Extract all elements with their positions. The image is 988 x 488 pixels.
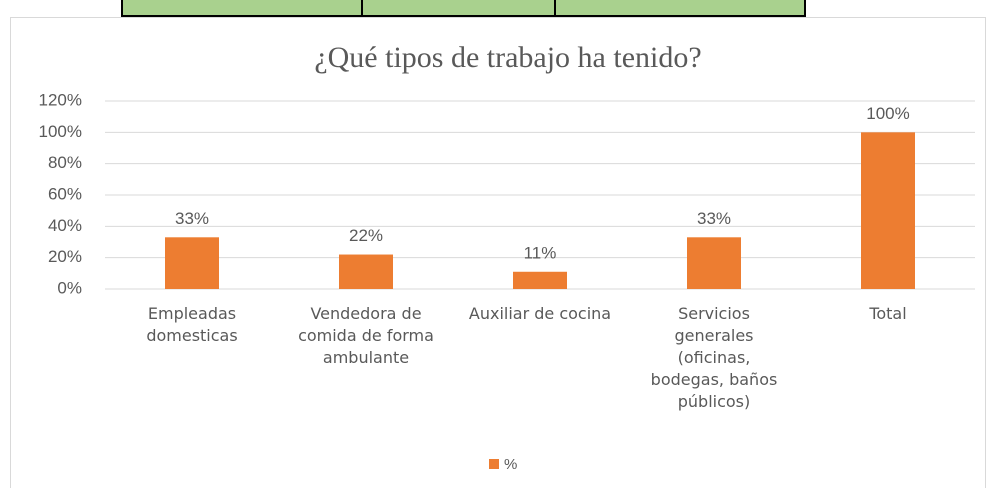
table-cell bbox=[554, 0, 806, 17]
data-label: 11% bbox=[524, 243, 557, 262]
bar bbox=[861, 132, 915, 289]
legend-label: % bbox=[504, 456, 517, 473]
data-label: 100% bbox=[866, 104, 909, 123]
x-tick-label-box: Servicios generales (oficinas, bodegas, … bbox=[650, 304, 778, 411]
y-tick-label: 100% bbox=[39, 122, 82, 141]
x-tick-label: Auxiliar de cocina bbox=[468, 304, 612, 323]
y-tick-label: 120% bbox=[39, 90, 82, 109]
data-label: 33% bbox=[175, 209, 209, 228]
x-tick-label: Vendedora de comida de forma ambulante bbox=[298, 304, 434, 367]
x-tick-label-box: Total bbox=[869, 304, 907, 323]
table-cell bbox=[361, 0, 556, 17]
x-tick-label: Total bbox=[869, 304, 907, 323]
x-tick-label-box: Vendedora de comida de forma ambulante bbox=[298, 304, 434, 367]
y-tick-label: 60% bbox=[48, 184, 82, 203]
x-tick-label-box: Empleadas domesticas bbox=[146, 304, 238, 345]
x-tick-label-box: Auxiliar de cocina bbox=[468, 304, 612, 323]
data-label: 33% bbox=[697, 209, 731, 228]
data-label: 22% bbox=[349, 226, 383, 245]
table-cell bbox=[121, 0, 363, 17]
x-tick-label: Empleadas domesticas bbox=[146, 304, 238, 345]
bar bbox=[165, 237, 219, 289]
chart-title: ¿Qué tipos de trabajo ha tenido? bbox=[314, 41, 701, 74]
y-tick-label: 0% bbox=[57, 278, 82, 297]
y-tick-label: 20% bbox=[48, 247, 82, 266]
top-table bbox=[121, 0, 806, 17]
y-tick-label: 80% bbox=[48, 153, 82, 172]
y-tick-label: 40% bbox=[48, 216, 82, 235]
x-tick-label: Servicios generales (oficinas, bodegas, … bbox=[650, 304, 778, 411]
bar bbox=[339, 254, 393, 289]
legend-swatch bbox=[489, 459, 499, 469]
bar bbox=[687, 237, 741, 289]
bar bbox=[513, 271, 567, 289]
